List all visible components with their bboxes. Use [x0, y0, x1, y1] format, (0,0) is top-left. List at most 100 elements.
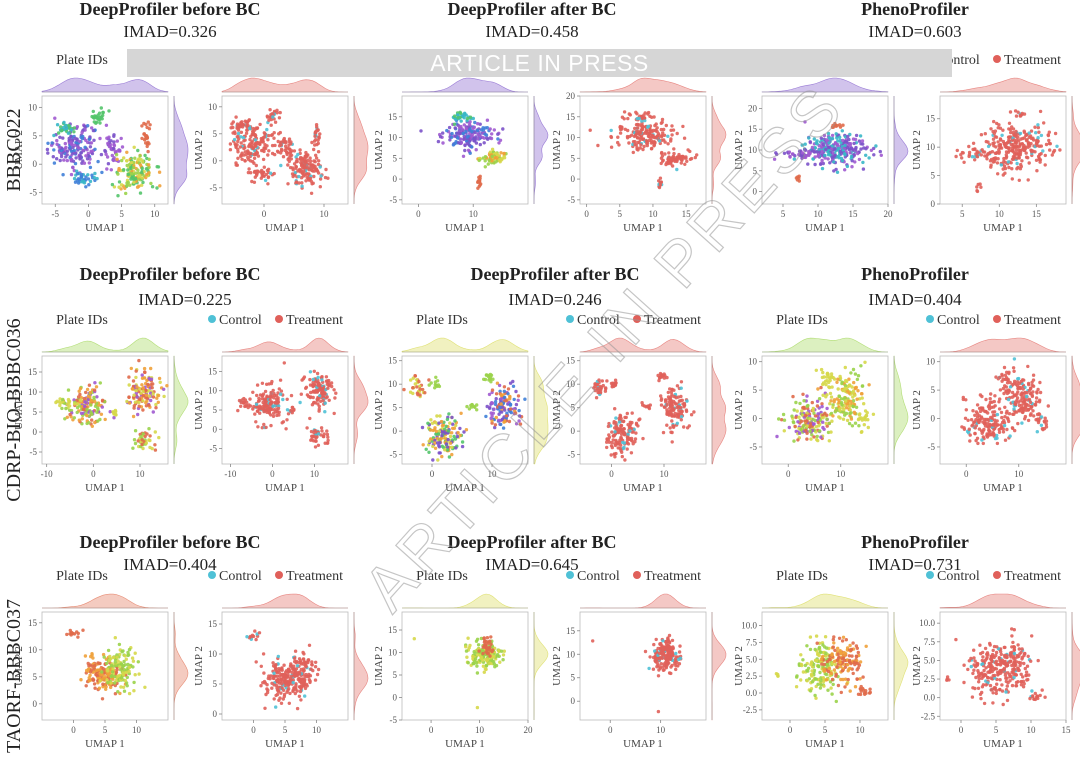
- data-point: [631, 430, 635, 434]
- data-point: [619, 435, 623, 439]
- data-point: [88, 145, 93, 149]
- data-point: [1009, 142, 1013, 147]
- data-point: [311, 377, 315, 382]
- legend-treatment-label: Treatment: [286, 313, 343, 328]
- y-tick-label: 10: [28, 645, 38, 655]
- data-point: [478, 142, 482, 147]
- data-point: [782, 418, 787, 422]
- data-point: [475, 403, 479, 407]
- legend-treatment-label: Treatment: [644, 313, 701, 328]
- x-tick-label: 5: [781, 209, 786, 219]
- data-point: [92, 395, 96, 400]
- data-point: [287, 139, 291, 144]
- data-point: [813, 155, 817, 159]
- data-point: [1004, 153, 1008, 157]
- data-point: [279, 163, 283, 168]
- data-point: [131, 665, 135, 669]
- data-point: [995, 441, 1000, 446]
- data-point: [601, 383, 605, 388]
- data-point: [116, 172, 120, 176]
- data-point: [324, 375, 329, 379]
- data-point: [262, 135, 266, 139]
- data-point: [282, 136, 286, 141]
- data-point: [142, 366, 147, 371]
- data-point: [68, 632, 72, 636]
- data-point: [95, 395, 99, 399]
- data-point: [974, 418, 978, 422]
- data-point: [511, 384, 516, 388]
- plot-area: [41, 611, 169, 721]
- data-point: [695, 153, 699, 157]
- data-point: [667, 409, 672, 414]
- data-point: [127, 665, 132, 670]
- data-point: [68, 628, 73, 633]
- data-point: [327, 383, 332, 387]
- data-point: [1027, 131, 1031, 135]
- data-point: [805, 431, 809, 435]
- data-point: [852, 152, 856, 157]
- data-point: [281, 420, 286, 424]
- top-marginal-density: [402, 77, 528, 93]
- data-point: [461, 131, 465, 136]
- data-point: [253, 138, 258, 142]
- data-point: [266, 182, 270, 186]
- data-point: [847, 421, 852, 426]
- data-point: [611, 434, 616, 438]
- data-point: [836, 377, 840, 381]
- data-point: [1014, 129, 1018, 134]
- data-point: [266, 133, 271, 138]
- data-point: [1050, 153, 1055, 157]
- data-point: [271, 115, 275, 119]
- data-point: [840, 129, 844, 133]
- data-point: [516, 398, 520, 402]
- data-point: [1001, 427, 1005, 431]
- data-point: [493, 400, 498, 404]
- data-point: [1025, 138, 1029, 142]
- data-point: [596, 390, 600, 395]
- data-point: [413, 374, 417, 378]
- data-point: [993, 135, 997, 139]
- data-point: [109, 681, 113, 685]
- data-point: [821, 393, 825, 397]
- data-point: [962, 160, 966, 164]
- data-point: [1009, 130, 1013, 135]
- data-point: [477, 184, 481, 188]
- data-point: [648, 114, 652, 119]
- data-point: [638, 146, 642, 150]
- data-point: [228, 142, 233, 146]
- y-axis-label: UMAP 2: [911, 130, 923, 170]
- data-point: [303, 694, 307, 698]
- data-point: [825, 417, 829, 421]
- data-point: [1022, 130, 1027, 135]
- data-point: [609, 128, 613, 133]
- data-point: [981, 441, 985, 446]
- data-point: [481, 128, 486, 132]
- data-point: [804, 428, 808, 432]
- y-tick-label: 5: [33, 672, 38, 682]
- data-point: [143, 434, 147, 439]
- right-marginal-density: [533, 356, 549, 465]
- data-point: [125, 181, 129, 185]
- data-point: [460, 444, 465, 449]
- data-point: [490, 132, 494, 136]
- data-point: [490, 388, 495, 392]
- data-point: [1034, 158, 1039, 162]
- data-point: [137, 157, 141, 161]
- data-point: [850, 165, 854, 169]
- data-point: [672, 147, 676, 151]
- data-point: [992, 144, 996, 148]
- data-point: [493, 423, 498, 427]
- data-point: [663, 152, 667, 156]
- data-point: [634, 132, 638, 136]
- data-point: [315, 128, 320, 133]
- right-marginal-density: [1071, 355, 1080, 464]
- data-point: [992, 119, 996, 124]
- data-point: [775, 434, 779, 439]
- data-point: [986, 152, 990, 157]
- data-point: [485, 136, 489, 140]
- data-point: [130, 656, 135, 660]
- data-point: [54, 400, 58, 405]
- data-point: [811, 408, 815, 413]
- data-point: [829, 399, 833, 403]
- data-point: [483, 126, 488, 130]
